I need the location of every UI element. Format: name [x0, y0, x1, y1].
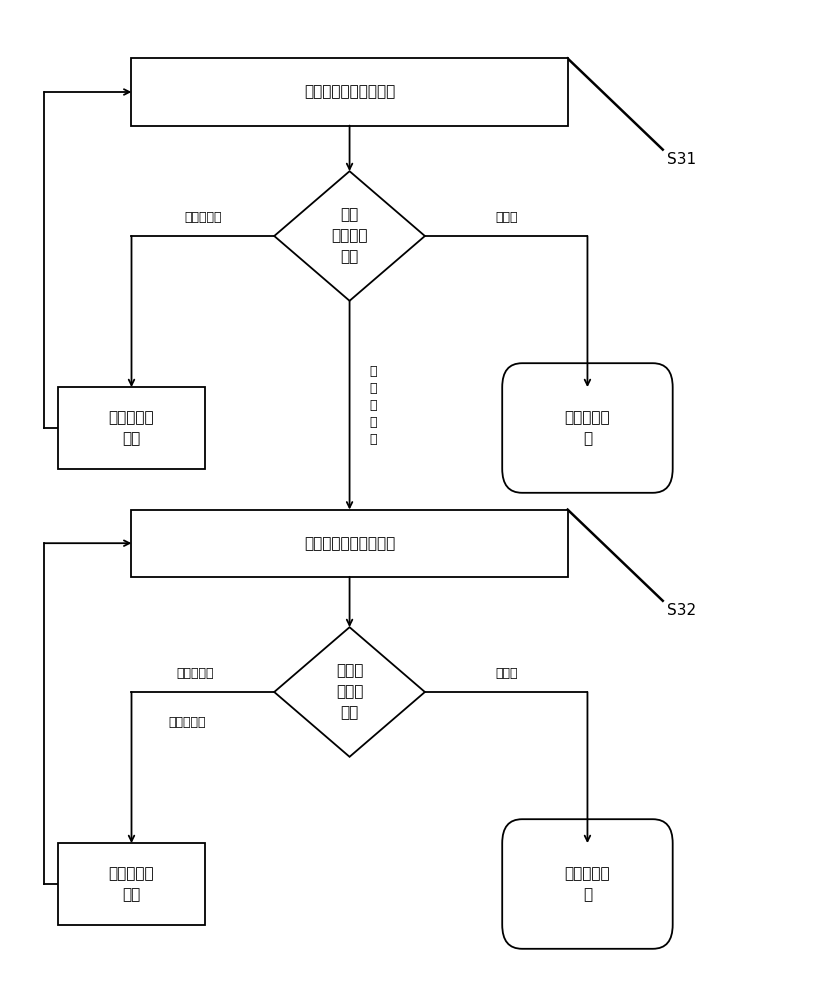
Text: 设计斜坡的斜率和高度: 设计斜坡的斜率和高度 — [304, 85, 395, 100]
FancyBboxPatch shape — [131, 58, 567, 126]
FancyBboxPatch shape — [131, 510, 567, 577]
FancyBboxPatch shape — [502, 819, 672, 949]
Text: 在地面: 在地面 — [495, 667, 517, 680]
Text: 在
地
面
之
上: 在 地 面 之 上 — [369, 365, 377, 446]
Text: S31: S31 — [667, 152, 695, 167]
Text: 在地面之下: 在地面之下 — [169, 716, 206, 729]
Text: 在地面: 在地面 — [495, 211, 517, 224]
Text: S32: S32 — [667, 603, 695, 618]
Text: 在地面之上: 在地面之上 — [176, 667, 214, 680]
Text: 判断
斜坡的边
缘点: 判断 斜坡的边 缘点 — [331, 208, 368, 264]
Polygon shape — [274, 627, 425, 757]
Text: 判断横
坡的边
缘点: 判断横 坡的边 缘点 — [336, 664, 363, 720]
FancyBboxPatch shape — [502, 363, 672, 493]
FancyBboxPatch shape — [58, 387, 205, 469]
Text: 结束边坡设
计: 结束边坡设 计 — [565, 410, 610, 446]
Polygon shape — [274, 171, 425, 301]
Text: 设计横坡的斜率和高度: 设计横坡的斜率和高度 — [304, 536, 395, 551]
Text: 寻找坡脚点
位置: 寻找坡脚点 位置 — [109, 866, 154, 902]
Text: 寻找坡脚点
位置: 寻找坡脚点 位置 — [109, 410, 154, 446]
FancyBboxPatch shape — [58, 843, 205, 925]
Text: 结束边坡设
计: 结束边坡设 计 — [565, 866, 610, 902]
Text: 在地面之下: 在地面之下 — [184, 211, 221, 224]
